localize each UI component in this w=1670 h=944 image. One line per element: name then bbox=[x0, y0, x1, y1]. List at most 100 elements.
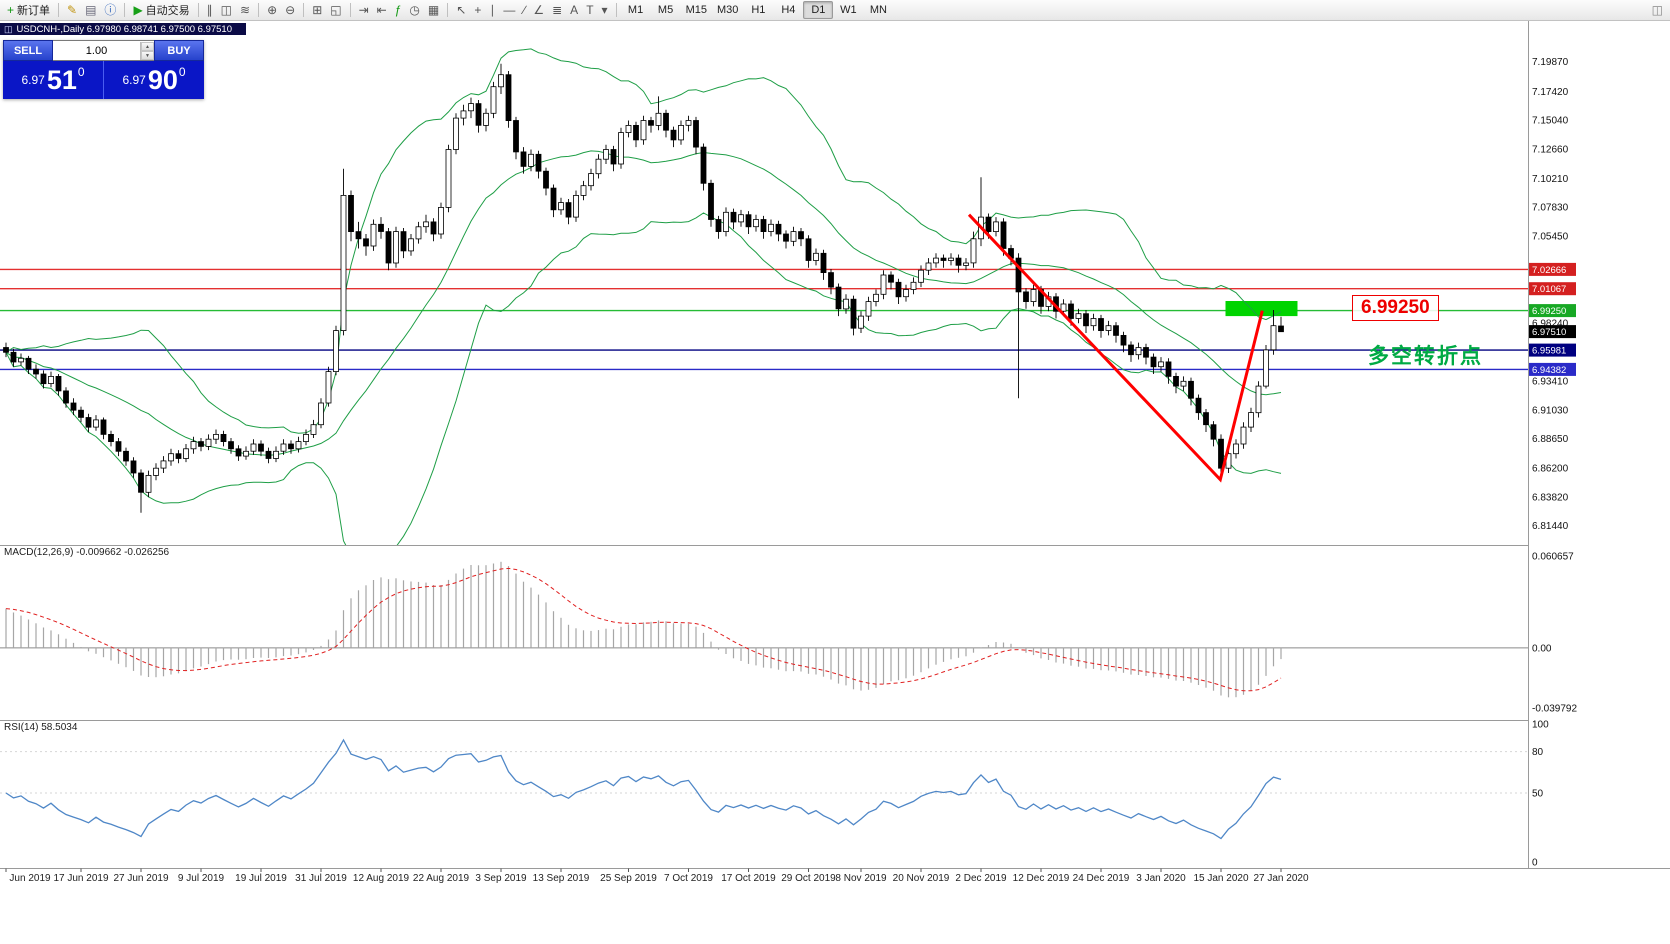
toolbar-separator bbox=[58, 3, 60, 17]
chart-shift-icon[interactable]: ⇤ bbox=[373, 1, 391, 19]
channel-icon[interactable]: ∠ bbox=[529, 1, 548, 19]
mini-terminal-icon[interactable]: ◫ bbox=[1648, 1, 1667, 19]
svg-text:13 Sep 2019: 13 Sep 2019 bbox=[533, 873, 590, 884]
timeframe-d1-button[interactable]: D1 bbox=[803, 1, 834, 19]
svg-text:17 Oct 2019: 17 Oct 2019 bbox=[721, 873, 776, 884]
timeframe-w1-button[interactable]: W1 bbox=[833, 1, 863, 19]
options-icon: ▤ bbox=[85, 3, 97, 17]
trendline-icon[interactable]: ∕ bbox=[519, 1, 529, 19]
timeframe-m15-button[interactable]: M15 bbox=[681, 1, 712, 19]
fibonacci-icon[interactable]: ≣ bbox=[548, 1, 566, 19]
shapes-icon[interactable]: ▾ bbox=[598, 1, 612, 19]
svg-text:0: 0 bbox=[1532, 858, 1538, 869]
autotrading-button[interactable]: ▶ 自动交易 bbox=[129, 1, 193, 19]
volume-field[interactable]: 1.00 ▲ ▼ bbox=[53, 40, 154, 61]
line-chart-icon[interactable]: ≋ bbox=[236, 1, 254, 19]
svg-text:6.83820: 6.83820 bbox=[1532, 492, 1569, 503]
timeframe-h4-button-label: H4 bbox=[781, 4, 796, 16]
svg-text:80: 80 bbox=[1532, 747, 1544, 758]
price-tag-6.99250 bbox=[1529, 304, 1576, 318]
price-scale[interactable] bbox=[1529, 21, 1670, 868]
svg-text:50: 50 bbox=[1532, 789, 1544, 800]
sell-price-pips: 51 bbox=[46, 65, 77, 95]
options-icon[interactable]: ▤ bbox=[81, 1, 100, 19]
mini-terminal-icon: ◫ bbox=[1651, 3, 1663, 17]
buy-button[interactable]: BUY bbox=[154, 40, 204, 61]
auto-scroll-icon[interactable]: ⇥ bbox=[355, 1, 373, 19]
about-icon[interactable]: ⓘ bbox=[100, 1, 120, 19]
svg-text:0.00: 0.00 bbox=[1532, 643, 1552, 654]
timeframe-m30-button-label: M30 bbox=[716, 4, 739, 16]
sell-price-sup: 0 bbox=[77, 65, 85, 79]
price-tag-7.01067 bbox=[1529, 282, 1576, 296]
new-order-icon: + bbox=[7, 3, 15, 17]
turning-point-note[interactable]: 多空转折点 bbox=[1368, 345, 1483, 368]
crosshair-icon[interactable]: + bbox=[470, 1, 485, 19]
periods-icon: ◷ bbox=[409, 3, 420, 17]
vertical-line-icon: ∣ bbox=[489, 3, 496, 17]
sell-price-display[interactable]: 6.97 51 0 bbox=[3, 61, 103, 99]
text-icon[interactable]: A bbox=[566, 1, 582, 19]
line-chart-icon: ≋ bbox=[240, 3, 251, 17]
svg-text:7.02666: 7.02666 bbox=[1532, 265, 1566, 276]
time-axis[interactable] bbox=[0, 869, 1528, 891]
tile-windows-icon[interactable]: ⊞ bbox=[308, 1, 326, 19]
sell-button[interactable]: SELL bbox=[3, 40, 53, 61]
svg-text:7.12660: 7.12660 bbox=[1532, 144, 1569, 155]
trend-line[interactable] bbox=[967, 213, 1264, 483]
metaeditor-icon[interactable]: ✎ bbox=[63, 1, 81, 19]
volume-value[interactable]: 1.00 bbox=[85, 44, 108, 57]
cursor-icon[interactable]: ↖ bbox=[452, 1, 470, 19]
svg-text:6.93410: 6.93410 bbox=[1532, 377, 1569, 388]
timeframe-m5-button[interactable]: M5 bbox=[651, 1, 681, 19]
toolbar-separator bbox=[197, 3, 199, 17]
buy-price-display[interactable]: 6.97 90 0 bbox=[104, 61, 204, 99]
candlesticks bbox=[3, 63, 1284, 513]
svg-text:8 Nov 2019: 8 Nov 2019 bbox=[835, 873, 887, 884]
toolbar-separator bbox=[124, 3, 126, 17]
templates-icon[interactable]: ▦ bbox=[424, 1, 443, 19]
vertical-line-icon[interactable]: ∣ bbox=[485, 1, 499, 19]
bar-chart-icon[interactable]: ∥ bbox=[203, 1, 217, 19]
bollinger-bands bbox=[5, 48, 1282, 545]
label-icon[interactable]: T bbox=[582, 1, 597, 19]
horizontal-line-icon[interactable]: — bbox=[499, 1, 519, 19]
svg-text:17 Jun 2019: 17 Jun 2019 bbox=[53, 873, 108, 884]
svg-text:100: 100 bbox=[1532, 720, 1549, 731]
toolbar-separator bbox=[349, 3, 351, 17]
autotrading-button-label: 自动交易 bbox=[145, 5, 190, 17]
svg-text:6.94382: 6.94382 bbox=[1532, 365, 1566, 376]
svg-text:6.97510: 6.97510 bbox=[1532, 327, 1566, 338]
timeframe-m1-button-label: M1 bbox=[627, 4, 644, 16]
timeframe-m1-button[interactable]: M1 bbox=[621, 1, 651, 19]
bar-chart-icon: ∥ bbox=[206, 3, 213, 17]
fibonacci-icon: ≣ bbox=[552, 3, 563, 17]
timeframe-mn-button[interactable]: MN bbox=[863, 1, 893, 19]
svg-text:7.19870: 7.19870 bbox=[1532, 57, 1569, 68]
timeframe-m5-button-label: M5 bbox=[657, 4, 674, 16]
svg-text:6.91030: 6.91030 bbox=[1532, 405, 1569, 416]
zoom-out-icon[interactable]: ⊖ bbox=[281, 1, 299, 19]
svg-text:6.88650: 6.88650 bbox=[1532, 434, 1569, 445]
price-callout-label[interactable]: 6.99250 bbox=[1352, 295, 1439, 321]
volume-increase-button[interactable]: ▲ bbox=[141, 41, 154, 51]
svg-text:0.060657: 0.060657 bbox=[1532, 552, 1574, 563]
timeframe-h1-button[interactable]: H1 bbox=[743, 1, 773, 19]
zoom-in-icon[interactable]: ⊕ bbox=[263, 1, 281, 19]
svg-text:Jun 2019: Jun 2019 bbox=[9, 873, 51, 884]
main-chart-area[interactable] bbox=[0, 21, 1528, 545]
candlestick-chart-icon[interactable]: ◫ bbox=[217, 1, 236, 19]
periods-icon[interactable]: ◷ bbox=[405, 1, 423, 19]
indicators-icon[interactable]: ƒ bbox=[391, 1, 406, 19]
svg-text:3 Jan 2020: 3 Jan 2020 bbox=[1136, 873, 1186, 884]
candlestick-chart-icon: ◫ bbox=[220, 3, 233, 17]
timeframe-h4-button[interactable]: H4 bbox=[773, 1, 803, 19]
metaeditor-icon: ✎ bbox=[67, 3, 78, 17]
cascade-windows-icon[interactable]: ◱ bbox=[326, 1, 345, 19]
volume-decrease-button[interactable]: ▼ bbox=[141, 50, 154, 60]
crosshair-icon: + bbox=[474, 3, 482, 17]
new-order-button[interactable]: + 新订单 bbox=[3, 1, 54, 19]
timeframe-m30-button[interactable]: M30 bbox=[712, 1, 743, 19]
chart-title-bar[interactable]: ◫ USDCNH-,Daily 6.97980 6.98741 6.97500 … bbox=[0, 23, 246, 35]
